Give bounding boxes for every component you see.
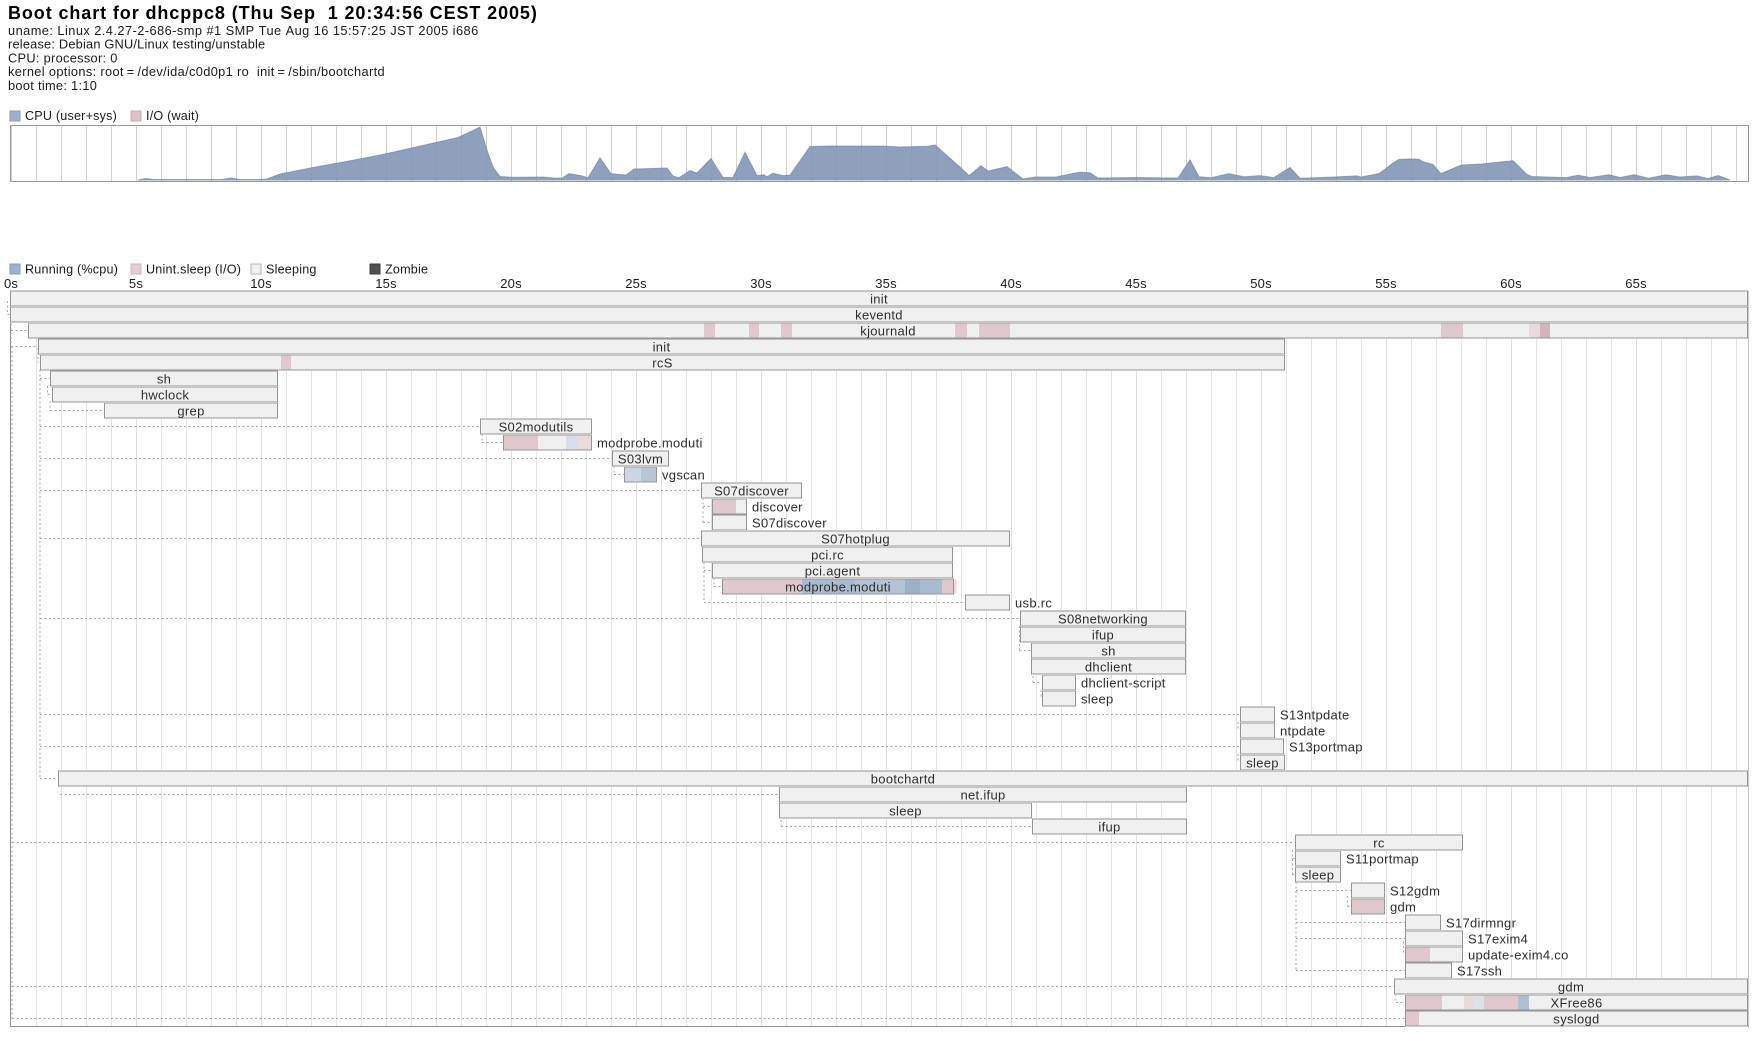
svg-text:S03lvm: S03lvm: [618, 451, 663, 466]
svg-text:65s: 65s: [1625, 276, 1647, 291]
svg-text:sh: sh: [1101, 643, 1115, 658]
svg-text:CPU (user+sys): CPU (user+sys): [25, 109, 117, 123]
svg-text:40s: 40s: [1000, 276, 1022, 291]
svg-text:modprobe.moduti: modprobe.moduti: [785, 579, 891, 594]
svg-text:boot time: 1:10: boot time: 1:10: [8, 78, 97, 93]
svg-text:vgscan: vgscan: [662, 467, 705, 482]
svg-text:grep: grep: [177, 403, 204, 418]
svg-text:rcS: rcS: [652, 355, 672, 370]
svg-text:CPU: processor: 0: CPU: processor: 0: [8, 50, 118, 65]
svg-text:10s: 10s: [250, 276, 272, 291]
svg-text:S13ntpdate: S13ntpdate: [1280, 707, 1350, 722]
svg-text:S17exim4: S17exim4: [1468, 931, 1528, 946]
svg-text:sleep: sleep: [1302, 867, 1335, 882]
svg-text:hwclock: hwclock: [141, 387, 190, 402]
svg-text:S11portmap: S11portmap: [1346, 851, 1419, 866]
svg-text:I/O (wait): I/O (wait): [146, 109, 199, 123]
svg-text:Unint.sleep (I/O): Unint.sleep (I/O): [146, 263, 241, 277]
svg-text:rc: rc: [1373, 835, 1385, 850]
svg-text:ntpdate: ntpdate: [1280, 723, 1325, 738]
svg-text:sh: sh: [157, 371, 171, 386]
svg-text:S13portmap: S13portmap: [1289, 739, 1363, 754]
svg-text:init: init: [870, 291, 888, 306]
svg-text:35s: 35s: [875, 276, 897, 291]
svg-text:S12gdm: S12gdm: [1390, 883, 1440, 898]
svg-text:keventd: keventd: [855, 307, 903, 322]
svg-text:S17ssh: S17ssh: [1457, 963, 1502, 978]
svg-text:discover: discover: [752, 499, 803, 514]
svg-text:dhclient-script: dhclient-script: [1081, 675, 1166, 690]
svg-text:syslogd: syslogd: [1553, 1011, 1599, 1026]
svg-text:kernel options: root = /dev/id: kernel options: root = /dev/ida/c0d0p1 r…: [8, 64, 385, 79]
svg-text:modprobe.moduti: modprobe.moduti: [597, 435, 703, 450]
svg-text:50s: 50s: [1250, 276, 1272, 291]
svg-text:gdm: gdm: [1558, 979, 1584, 994]
svg-text:S07hotplug: S07hotplug: [821, 531, 890, 546]
svg-text:ifup: ifup: [1092, 627, 1114, 642]
svg-text:S17dirmngr: S17dirmngr: [1446, 915, 1517, 930]
svg-text:20s: 20s: [500, 276, 522, 291]
svg-text:Running (%cpu): Running (%cpu): [25, 263, 118, 277]
svg-text:gdm: gdm: [1390, 899, 1416, 914]
svg-text:S02modutils: S02modutils: [499, 419, 574, 434]
svg-text:net.ifup: net.ifup: [960, 787, 1005, 802]
svg-text:55s: 55s: [1375, 276, 1397, 291]
svg-text:25s: 25s: [625, 276, 647, 291]
svg-text:ifup: ifup: [1098, 819, 1120, 834]
svg-text:sleep: sleep: [889, 803, 922, 818]
svg-text:sleep: sleep: [1246, 755, 1279, 770]
svg-text:release: Debian GNU/Linux test: release: Debian GNU/Linux testing/unstab…: [8, 37, 265, 52]
svg-text:Zombie: Zombie: [385, 263, 428, 277]
svg-text:S08networking: S08networking: [1058, 611, 1148, 626]
svg-text:pci.rc: pci.rc: [811, 547, 844, 562]
svg-text:bootchartd: bootchartd: [871, 771, 935, 786]
svg-text:usb.rc: usb.rc: [1015, 595, 1052, 610]
svg-text:uname: Linux 2.4.27-2-686-smp: uname: Linux 2.4.27-2-686-smp #1 SMP Tue…: [8, 23, 479, 38]
svg-text:kjournald: kjournald: [860, 323, 915, 338]
svg-text:45s: 45s: [1125, 276, 1147, 291]
svg-text:sleep: sleep: [1081, 691, 1114, 706]
svg-text:XFree86: XFree86: [1551, 995, 1603, 1010]
svg-text:S07discover: S07discover: [714, 483, 789, 498]
svg-text:init: init: [653, 339, 671, 354]
svg-text:5s: 5s: [129, 276, 143, 291]
svg-text:60s: 60s: [1500, 276, 1522, 291]
svg-text:15s: 15s: [375, 276, 397, 291]
svg-text:update-exim4.co: update-exim4.co: [1468, 947, 1569, 962]
svg-text:Sleeping: Sleeping: [266, 263, 317, 277]
svg-text:30s: 30s: [750, 276, 772, 291]
svg-text:0s: 0s: [4, 276, 18, 291]
svg-text:pci.agent: pci.agent: [805, 563, 861, 578]
svg-text:dhclient: dhclient: [1085, 659, 1132, 674]
svg-text:Boot chart for dhcppc8 (Thu Se: Boot chart for dhcppc8 (Thu Sep 1 20:34:…: [8, 3, 538, 23]
svg-text:S07discover: S07discover: [752, 515, 827, 530]
